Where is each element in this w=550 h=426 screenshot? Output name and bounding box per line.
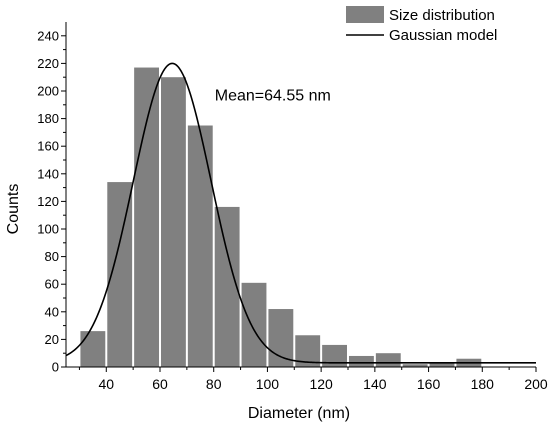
x-tick-label-160: 160 xyxy=(417,376,441,392)
bar-105 xyxy=(268,309,294,367)
legend-swatch-size-distribution xyxy=(346,6,384,23)
mean-annotation: Mean=64.55 nm xyxy=(215,88,331,105)
y-tick-label-20: 20 xyxy=(45,332,59,347)
bar-95 xyxy=(241,282,267,367)
x-tick-label-200: 200 xyxy=(524,376,548,392)
bar-135 xyxy=(349,355,374,367)
bar-145 xyxy=(375,353,401,367)
y-tick-label-60: 60 xyxy=(45,277,59,292)
legend-label-gaussian-model: Gaussian model xyxy=(389,27,497,44)
legend-label-size-distribution: Size distribution xyxy=(389,7,495,24)
x-tick-label-180: 180 xyxy=(471,376,495,392)
annotation-layer: Mean=64.55 nm xyxy=(215,88,331,105)
y-tick-label-240: 240 xyxy=(37,28,59,43)
x-tick-label-80: 80 xyxy=(206,376,222,392)
bar-35 xyxy=(80,331,106,367)
x-axis-label: Diameter (nm) xyxy=(248,405,350,422)
bar-55 xyxy=(134,67,159,367)
y-tick-label-160: 160 xyxy=(37,139,59,154)
y-tick-label-200: 200 xyxy=(37,84,59,99)
bar-75 xyxy=(187,125,213,367)
y-tick-label-100: 100 xyxy=(37,222,59,237)
bar-155 xyxy=(402,364,428,367)
y-tick-label-40: 40 xyxy=(45,304,59,319)
legend: Size distribution Gaussian model xyxy=(346,6,497,44)
y-tick-label-180: 180 xyxy=(37,111,59,126)
x-tick-label-140: 140 xyxy=(363,376,387,392)
y-tick-label-220: 220 xyxy=(37,56,59,71)
bar-165 xyxy=(429,362,455,367)
bar-85 xyxy=(214,206,240,367)
bars-layer xyxy=(80,67,482,367)
y-tick-label-140: 140 xyxy=(37,166,59,181)
gaussian-model-curve xyxy=(65,62,536,364)
axes-layer: 0 20 40 60 80 100 120 140 160 180 200 220 240 40 60 80 1… xyxy=(37,22,548,392)
y-tick-label-80: 80 xyxy=(45,249,59,264)
bar-125 xyxy=(322,344,347,367)
x-tick-label-60: 60 xyxy=(152,376,168,392)
x-tick-label-100: 100 xyxy=(256,376,280,392)
x-tick-label-120: 120 xyxy=(309,376,333,392)
bar-65 xyxy=(161,77,186,367)
y-axis-label: Counts xyxy=(5,184,22,235)
y-tick-label-120: 120 xyxy=(37,194,59,209)
x-tick-label-40: 40 xyxy=(98,376,114,392)
y-tick-label-0: 0 xyxy=(52,360,59,375)
